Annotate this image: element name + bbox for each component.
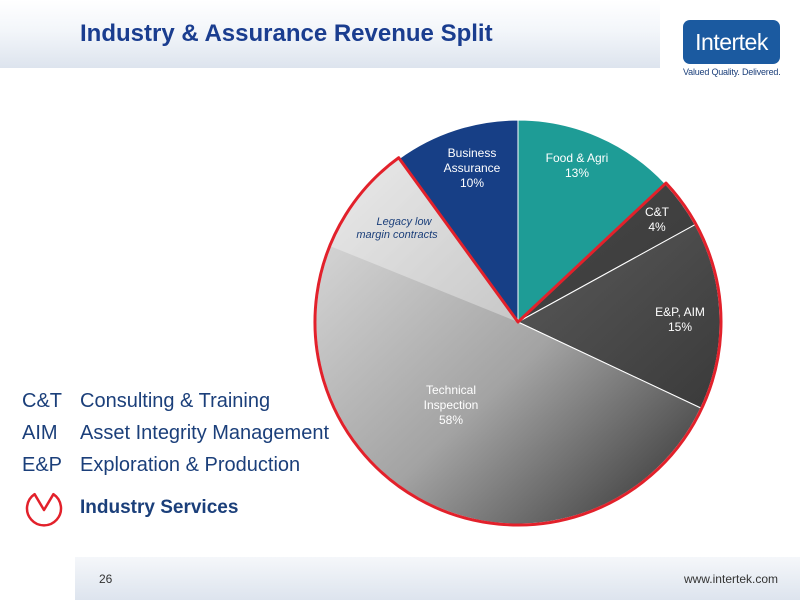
legacy-contracts-annotation: Legacy low margin contracts — [356, 216, 438, 241]
legend-desc: Consulting & Training — [80, 390, 271, 412]
slice-label: C&T 4% — [645, 205, 670, 234]
page-title: Industry & Assurance Revenue Split — [80, 20, 493, 47]
legend-abbr: C&T — [22, 390, 62, 412]
slice-label: Food & Agri 13% — [546, 151, 609, 180]
legend-abbr: E&P — [22, 454, 63, 476]
slice-label: Technical Inspection 58% — [424, 383, 479, 427]
logo-name: Intertek — [695, 29, 768, 55]
pie-slice-food-agri — [517, 119, 666, 324]
slice-label: Business Assurance 10% — [444, 146, 501, 190]
intertek-logo: Intertek — [683, 20, 780, 64]
industry-services-label: Industry Services — [80, 497, 239, 518]
industry-services-outline — [313, 156, 723, 527]
logo-tagline: Valued Quality. Delivered. — [683, 67, 781, 77]
legend-desc: Asset Integrity Management — [80, 422, 330, 444]
legacy-contracts-wedge — [330, 158, 518, 322]
legend-desc: Exploration & Production — [80, 454, 301, 476]
page-number: 26 — [99, 572, 113, 586]
legend-abbr: AIM — [22, 422, 58, 444]
industry-services-icon — [25, 492, 63, 527]
header-band — [0, 0, 660, 68]
slice-label: E&P, AIM 15% — [655, 305, 705, 334]
footer-band — [75, 557, 800, 600]
pie-slice-business-assurance — [398, 119, 519, 324]
website-link[interactable]: www.intertek.com — [683, 572, 778, 586]
